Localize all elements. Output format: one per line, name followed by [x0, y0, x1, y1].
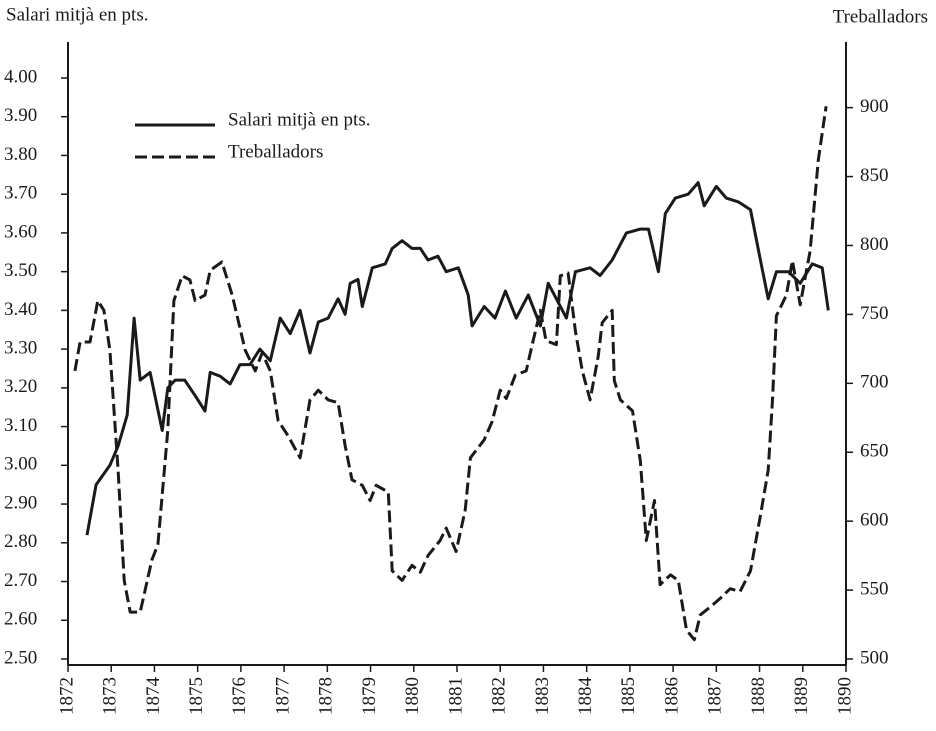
- x-tick-label: 1882: [489, 677, 510, 715]
- x-tick-label: 1875: [186, 677, 207, 715]
- y-tick-label: 3.50: [4, 260, 37, 281]
- x-tick-label: 1881: [445, 677, 466, 715]
- x-tick-label: 1872: [56, 677, 77, 715]
- y-tick-label: 4.00: [4, 66, 37, 87]
- y-tick-label: 3.20: [4, 376, 37, 397]
- y2-tick-label: 750: [860, 303, 889, 324]
- y-tick-label: 3.80: [4, 144, 37, 165]
- y-tick-label: 2.50: [4, 647, 37, 668]
- x-tick-label: 1873: [100, 677, 121, 715]
- x-tick-label: 1880: [402, 677, 423, 715]
- series-line: [85, 181, 830, 536]
- x-tick-label: 1884: [575, 677, 596, 716]
- y2-tick-label: 550: [860, 578, 889, 599]
- y-tick-label: 3.70: [4, 183, 37, 204]
- y2-tick-label: 900: [860, 96, 889, 117]
- y-tick-label: 2.70: [4, 570, 37, 591]
- y2-tick-label: 600: [860, 510, 889, 531]
- x-tick-label: 1887: [705, 677, 726, 715]
- y-tick-label: 2.90: [4, 492, 37, 513]
- y-tick-label: 3.00: [4, 454, 37, 475]
- x-tick-label: 1878: [316, 677, 337, 715]
- y-tick-label: 3.90: [4, 105, 37, 126]
- y-tick-label: 3.10: [4, 415, 37, 436]
- y-tick-label: 2.80: [4, 531, 37, 552]
- y2-tick-label: 650: [860, 441, 889, 462]
- series-line: [73, 106, 828, 642]
- y2-tick-label: 700: [860, 372, 889, 393]
- y2-tick-label: 500: [860, 647, 889, 668]
- legend-label: Salari mitjà en pts.: [228, 109, 370, 130]
- x-tick-label: 1883: [532, 677, 553, 715]
- x-tick-label: 1877: [272, 677, 293, 715]
- y-tick-label: 3.40: [4, 299, 37, 320]
- y2-tick-label: 850: [860, 165, 889, 186]
- x-tick-label: 1874: [143, 677, 164, 716]
- y2-axis-label: Treballadors: [833, 6, 928, 27]
- y2-tick-label: 800: [860, 234, 889, 255]
- x-tick-label: 1886: [661, 677, 682, 715]
- x-tick-label: 1890: [834, 677, 855, 715]
- x-tick-label: 1885: [618, 677, 639, 715]
- y-tick-label: 2.60: [4, 609, 37, 630]
- x-tick-label: 1888: [748, 677, 769, 715]
- x-tick-label: 1879: [359, 677, 380, 715]
- legend-label: Treballadors: [228, 141, 323, 162]
- y-tick-label: 3.60: [4, 221, 37, 242]
- y-axis-label: Salari mitjà en pts.: [6, 4, 148, 25]
- y-tick-label: 3.30: [4, 337, 37, 358]
- x-tick-label: 1876: [229, 677, 250, 715]
- x-tick-label: 1889: [791, 677, 812, 715]
